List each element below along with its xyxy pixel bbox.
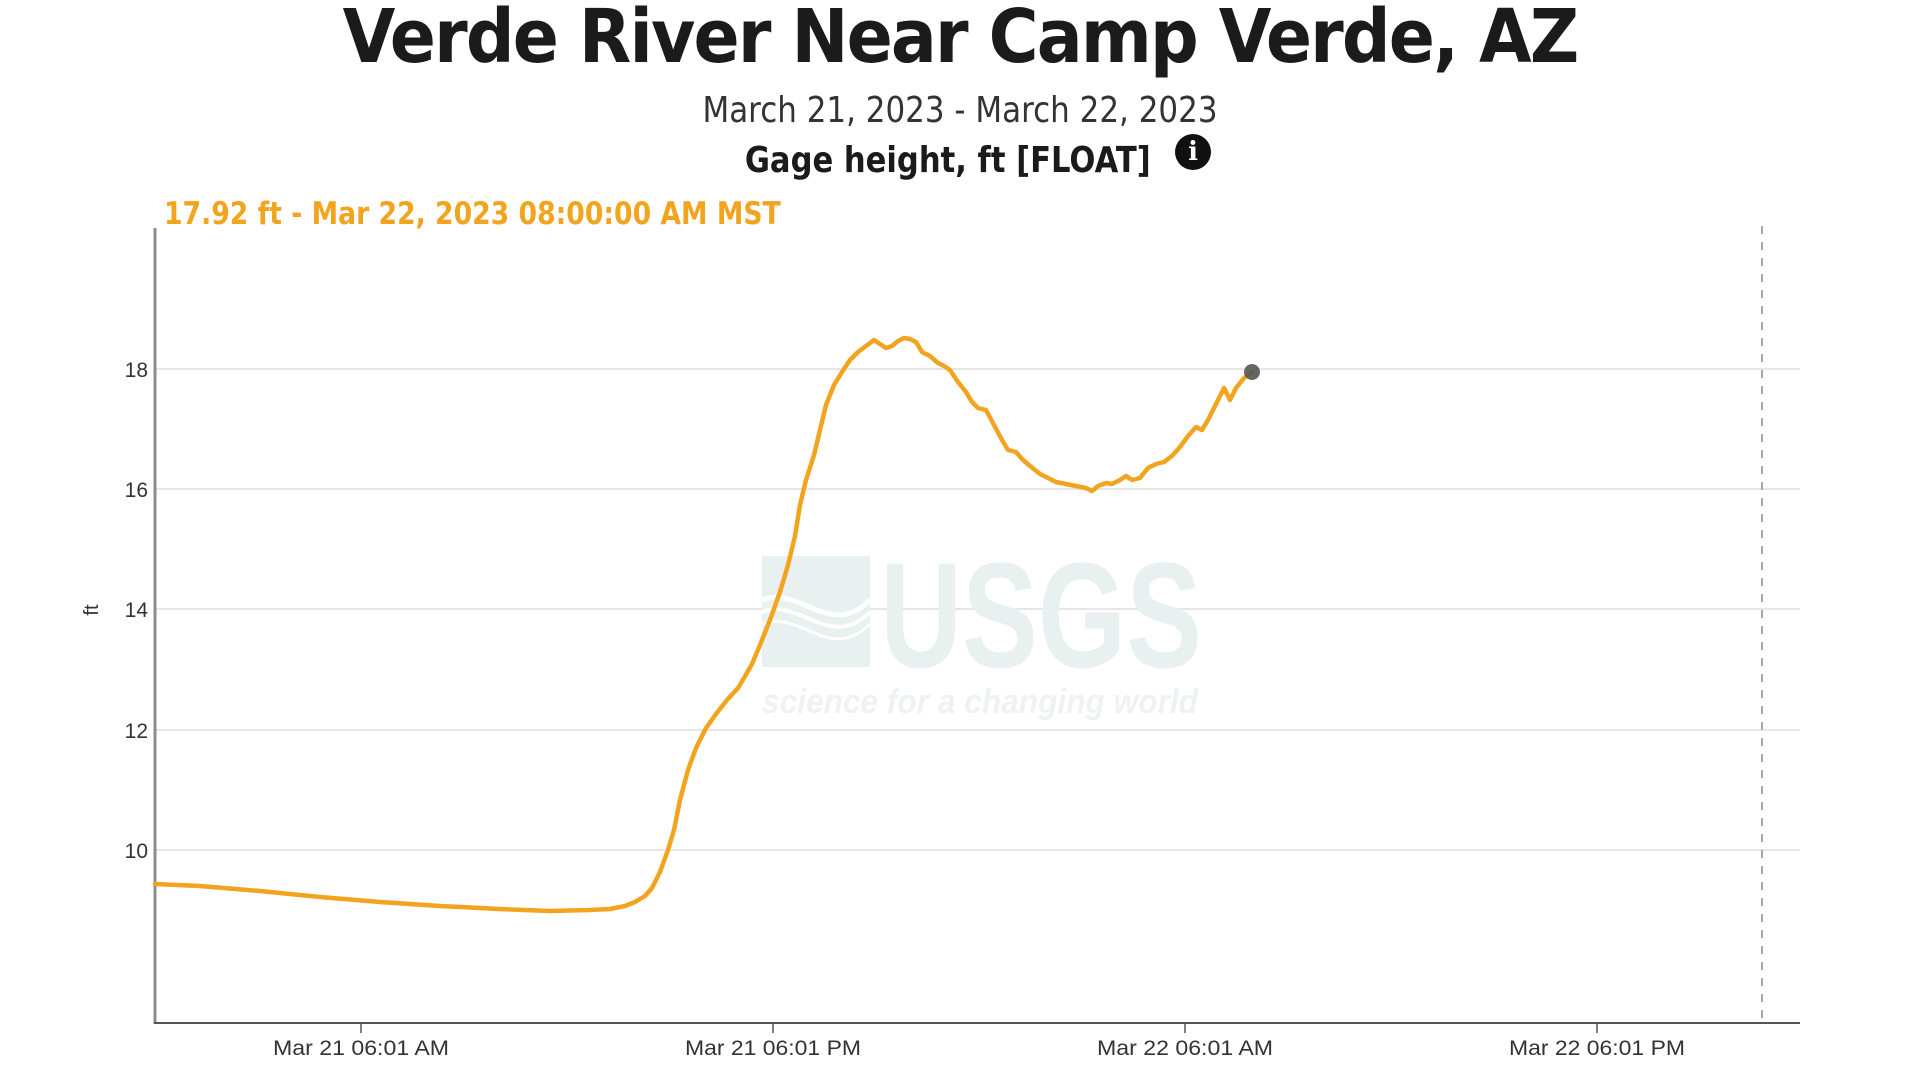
- y-axis-title: ft: [81, 604, 103, 616]
- x-tick-label: Mar 21 06:01 AM: [273, 1037, 449, 1060]
- parameter-label: Gage height, ft [FLOAT]: [744, 140, 1151, 181]
- info-icon[interactable]: i: [1175, 134, 1212, 170]
- y-axis-labels: 18 16 14 12 10: [125, 359, 149, 863]
- x-axis-ticks: [360, 1023, 1598, 1033]
- gridlines: [156, 368, 1800, 851]
- parameter-row: Gage height, ft [FLOAT] i: [0, 134, 1920, 181]
- y-tick-label: 14: [125, 599, 149, 622]
- y-tick-label: 18: [125, 359, 148, 382]
- watermark-tagline: science for a changing world: [762, 683, 1199, 721]
- watermark-logo: USGS: [880, 531, 1202, 699]
- page-title: Verde River Near Camp Verde, AZ: [342, 0, 1580, 80]
- y-tick-label: 10: [125, 840, 148, 863]
- x-tick-label: Mar 22 06:01 AM: [1097, 1037, 1273, 1060]
- y-tick-label: 12: [125, 720, 148, 743]
- highlighted-data-point[interactable]: [1244, 364, 1260, 380]
- date-range: March 21, 2023 - March 22, 2023: [702, 90, 1218, 131]
- x-tick-label: Mar 21 06:01 PM: [685, 1037, 861, 1060]
- gage-height-line[interactable]: [152, 335, 1255, 914]
- x-tick-label: Mar 22 06:01 PM: [1509, 1037, 1685, 1060]
- x-axis-labels: Mar 21 06:01 AM Mar 21 06:01 PM Mar 22 0…: [273, 1037, 1685, 1060]
- y-tick-label: 16: [125, 479, 148, 502]
- usgs-watermark: USGS science for a changing world: [761, 531, 1202, 721]
- hover-tooltip: 17.92 ft - Mar 22, 2023 08:00:00 AM MST: [164, 196, 781, 232]
